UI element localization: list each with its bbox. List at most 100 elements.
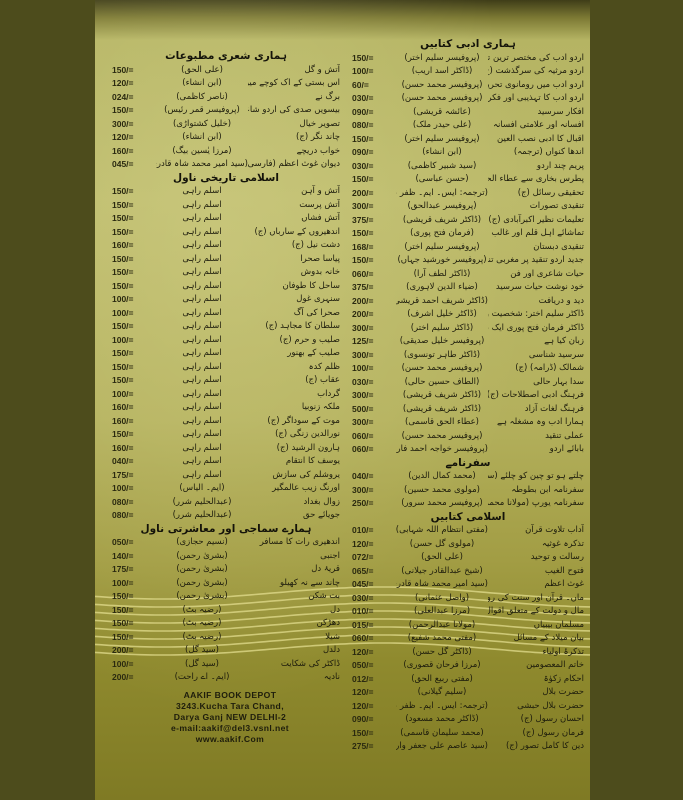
book-price: 100/= [112,334,134,345]
book-row: 100/= (ایم۔ الیاس) اورنگ زیب عالمگیر [112,482,340,496]
book-price: 030/= [352,160,374,171]
book-author: (فرمان فتح پوری) [410,228,474,238]
book-row: 100/= اسلم راہی صحرا کی آگ [112,307,340,321]
book-author: (مولانا عبدالرحمن) [408,619,476,630]
book-price: 090/= [352,106,374,117]
book-row: 100/= (سید گل) ڈاکٹر کی شکایت [112,658,340,672]
book-price: 175/= [112,564,134,574]
book-title: ماں۔ قرآن اور سنت کی روشنی میں [488,592,584,603]
book-price: 60/= [352,79,369,90]
book-price: 375/= [352,214,374,225]
book-title: تنقیدی تصورات [529,201,584,211]
book-price: 040/= [112,456,134,466]
book-title: ڈاکٹر کی شکایت [280,658,340,669]
book-title: حضرت بلال حبشی [517,700,584,711]
book-row: 175/= اسلم راہی یروشلم کی سازش [112,469,340,483]
book-author: (پروفیسر خواجہ احمد فاروقی) [396,444,488,454]
book-author: (ڈاکٹر لطف آرا) [413,268,471,279]
book-price: 150/= [112,631,134,642]
book-author: (نسیم حجازی) [176,537,228,547]
book-author: (ڈاکٹر طاہر تونسوی) [403,349,481,360]
book-author: (شیخ عبدالقادر جیلانی) [401,565,483,576]
book-price: 200/= [112,645,134,655]
book-price: 300/= [352,484,374,495]
book-author: اسلم راہی [182,361,222,372]
book-title: اندھا کنواں (ترجمہ) [513,147,584,157]
book-title: عقاب (ج) [305,375,340,385]
book-author: (ابن انشاء) [182,132,222,142]
book-row: 040/= اسلم راہی یوسف کا انتقام [112,455,340,469]
book-price: 150/= [352,255,374,265]
book-title: ظلم کدہ [308,361,340,372]
book-row: 150/= اسلم راہی سلطان کا مجاہد (ج) [112,320,340,334]
book-author: (ترجمہ: ایس۔ ایم۔ ظفر علی) [396,700,488,711]
book-row: 065/= (شیخ عبدالقادر جیلانی) فتوح الغیب [352,565,584,579]
book-price: 015/= [352,619,374,630]
book-author: (ڈاکٹر اسد اریب) [411,66,473,76]
book-row: 140/= (بشریٰ رحمن) اجنبی [112,550,340,564]
book-title: صحرا کی آگ [293,307,340,318]
book-price: 150/= [112,348,134,358]
book-price: 050/= [352,660,374,670]
book-author: اسلم راہی [182,388,222,399]
book-price: 150/= [112,267,134,277]
book-price: 150/= [112,64,134,75]
book-row: 150/= اسلم راہی آتش پرست [112,199,340,213]
book-row: 150/= (محمد سلیمان قاسمی) فرمان رسول (ج) [352,727,584,741]
book-price: 120/= [352,700,374,711]
book-row: 150/= (پروفیسر سلیم اختر) اقبال کا ادبی … [352,133,584,147]
book-title: خاتم المعصومین [526,660,584,670]
book-price: 120/= [352,646,374,657]
book-price: 150/= [112,429,134,439]
book-row: 050/= (نسیم حجازی) اندھیری رات کا مسافر [112,536,340,550]
book-row: 200/= (ڈاکٹر خلیل اشرف) ڈاکٹر سلیم اختر:… [352,308,584,322]
wave-line [95,634,590,648]
book-title: دید و دریافت [538,295,584,306]
book-author: (ترجمہ: ایس۔ ایم۔ ظفر علی) [396,187,488,198]
book-title: فرمان رسول (ج) [522,727,584,738]
book-title: زبان کیا ہے [544,336,584,346]
book-row: 275/= (سید عاصم علی جعفر واری) دین کا کا… [352,740,584,754]
book-title: بت شکن [308,591,340,601]
book-row: 375/= (ضیاء الدین لاہوری) خود نوشت حیات … [352,281,584,295]
book-author: (علی الحق) [181,64,223,75]
book-title: تحقیقی رسائل (ج) [517,187,584,198]
book-author: (مفتی ربیع الحق) [411,673,473,684]
book-author: اسلم راہی [182,469,222,480]
book-title: خانہ بدوش [300,267,340,277]
book-row: 150/= اسلم راہی آتش فشاں [112,212,340,226]
wave-line [95,642,590,656]
book-row: 060/= (پروفیسر خواجہ احمد فاروقی) بابائے… [352,443,584,457]
book-price: 030/= [352,376,374,387]
book-author: (عائشہ قریشی) [413,106,471,117]
book-author: (مرزا عبدالعلی) [413,606,471,616]
book-price: 150/= [352,52,374,63]
book-author: اسلم راہی [182,226,222,237]
book-author: اسلم راہی [182,240,222,250]
book-row: 100/= اسلم راہی سنہری غول [112,293,340,307]
book-author: (مولوی گل حسن) [409,538,475,549]
book-title: پریم چند اردو [536,160,584,171]
book-row: 160/= اسلم راہی ہارون الرشید (ج) [112,442,340,456]
book-price: 100/= [112,483,134,493]
book-title: آتش فشاں [301,213,340,223]
book-row: 125/= (پروفیسر خلیل صدیقی) زبان کیا ہے [352,335,584,349]
book-row: 200/= (ڈاکٹر شریف احمد قریشی) دید و دریا… [352,295,584,309]
book-price: 150/= [112,280,134,291]
book-price: 120/= [352,538,374,549]
book-price: 150/= [112,226,134,237]
book-row: 030/= (سید شبیر کاظمی) پریم چند اردو [352,160,584,174]
book-author: (مرزا یٰسین بیگ) [172,145,232,156]
book-title: اقبال کا ادبی نصب العین [497,133,584,144]
book-author: اسلم راہی [182,294,222,304]
book-row: 012/= (مفتی ربیع الحق) احکام زکوٰۃ [352,673,584,687]
book-author: اسلم راہی [182,429,222,439]
section-heading: ہماری ادبی کتابیں [420,38,516,50]
book-author: (پروفیسر سلیم اختر) [404,52,480,63]
book-price: 275/= [352,741,374,751]
book-row: 300/= (عطاء الحق قاسمی) ہمارا ادب وہ مشغ… [352,416,584,430]
book-title: رسالت و توحید [530,552,584,562]
book-row: 090/= (عائشہ قریشی) افکار سرسید [352,106,584,120]
book-title: مال و دولت کے متعلق اقوال [488,606,584,616]
book-price: 150/= [112,361,134,372]
